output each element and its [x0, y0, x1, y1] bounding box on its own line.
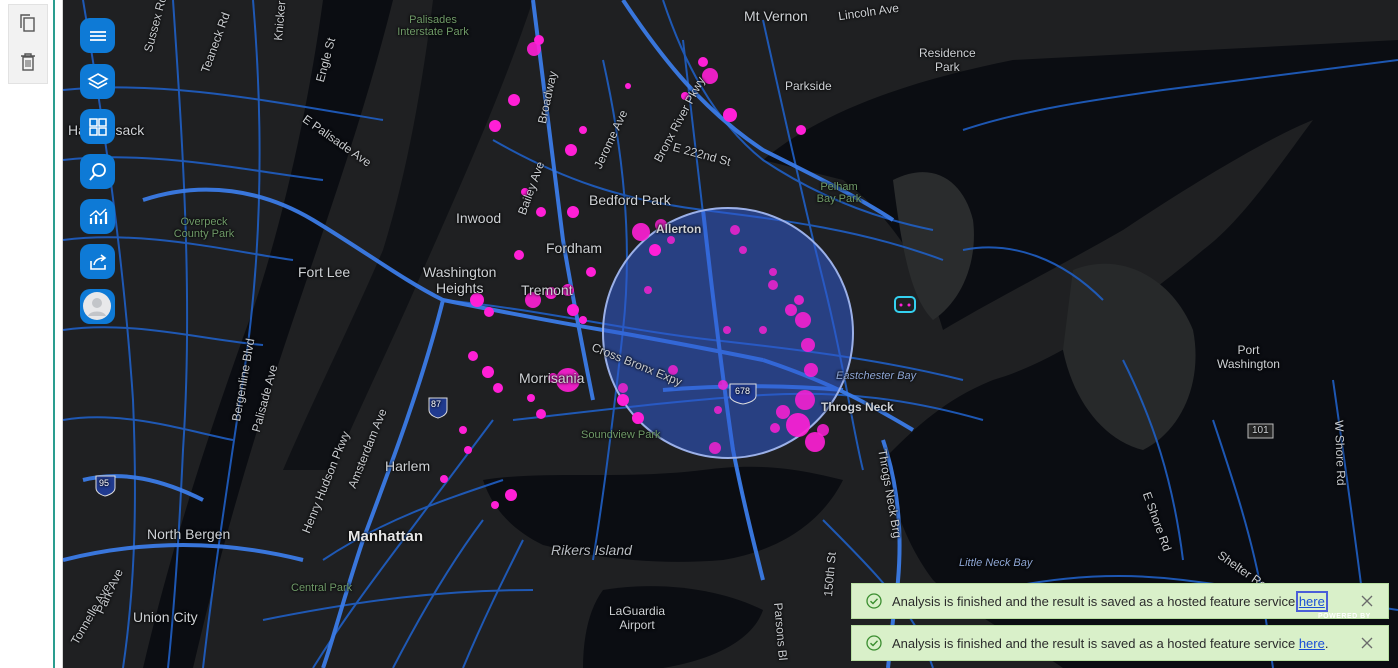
label-little-neck-bay: Little Neck Bay	[959, 557, 1033, 569]
here-link[interactable]: here	[1298, 636, 1325, 651]
layers-icon	[87, 73, 109, 89]
close-icon[interactable]	[1360, 594, 1374, 608]
label-mt-vernon: Mt Vernon	[744, 8, 808, 24]
label-palisades: Palisades Interstate Park	[397, 14, 469, 38]
label-tremont: Tremont	[521, 282, 573, 298]
label-manhattan: Manhattan	[348, 528, 423, 545]
label-route-101: 101	[1252, 425, 1269, 436]
menu-icon	[90, 31, 106, 41]
basemap-gallery-button[interactable]	[80, 109, 115, 144]
label-port-washington: Port Washington	[1217, 343, 1280, 371]
success-check-icon	[866, 635, 882, 651]
copy-icon[interactable]	[17, 13, 39, 37]
user-button[interactable]	[80, 289, 115, 324]
label-fort-lee: Fort Lee	[298, 264, 351, 280]
share-button[interactable]	[80, 244, 115, 279]
label-union-city: Union City	[133, 609, 198, 625]
search-button[interactable]	[80, 154, 115, 189]
notification-2: Analysis is finished and the result is s…	[851, 625, 1389, 661]
panel-divider	[53, 0, 55, 668]
notification-1: Analysis is finished and the result is s…	[851, 583, 1389, 619]
basemap-gallery-icon	[89, 118, 107, 136]
layers-button[interactable]	[80, 64, 115, 99]
map-view[interactable]: Mt Vernon Lincoln Ave Palisades Intersta…	[63, 0, 1398, 668]
label-fordham: Fordham	[546, 240, 603, 256]
user-avatar-icon	[83, 292, 111, 320]
notification-message: Analysis is finished and the result is s…	[892, 591, 1329, 612]
label-rikers-island: Rikers Island	[551, 542, 632, 558]
label-route-678: 678	[735, 386, 751, 396]
menu-button[interactable]	[80, 18, 115, 53]
analysis-icon	[89, 208, 108, 224]
notification-message: Analysis is finished and the result is s…	[892, 636, 1329, 651]
label-washington-heights: Washington Heights	[423, 264, 497, 296]
label-overpeck: Overpeck County Park	[173, 216, 235, 240]
label-eastchester-bay: Eastchester Bay	[836, 370, 917, 382]
search-icon	[89, 163, 106, 181]
label-route-87: 87	[431, 399, 442, 409]
label-central-park: Central Park	[291, 582, 353, 594]
basemap	[63, 0, 1398, 668]
label-parkside: Parkside	[785, 79, 832, 93]
trash-icon[interactable]	[17, 51, 39, 75]
label-inwood: Inwood	[456, 210, 502, 226]
analysis-button[interactable]	[80, 199, 115, 234]
here-link[interactable]: here	[1295, 591, 1328, 612]
label-throgs-neck: Throgs Neck	[821, 400, 894, 414]
success-check-icon	[866, 593, 882, 609]
tool-group	[8, 4, 48, 84]
label-laguardia: LaGuardia Airport	[609, 604, 666, 632]
route-87-shield	[428, 397, 448, 419]
close-icon[interactable]	[1360, 636, 1374, 650]
label-allerton: Allerton	[656, 222, 702, 236]
label-w-shore-rd: W Shore Rd	[1332, 420, 1349, 486]
label-harlem: Harlem	[385, 458, 431, 474]
left-panel	[0, 0, 63, 668]
label-morrisania: Morrisania	[519, 370, 585, 386]
label-route-95: 95	[99, 478, 110, 488]
label-bedford-park: Bedford Park	[589, 192, 671, 208]
powered-by-label: POWERED BY	[1318, 613, 1371, 620]
label-north-bergen: North Bergen	[147, 526, 231, 542]
label-residence-park: Residence Park	[919, 46, 976, 74]
label-pelham-bay-park: Pelham Bay Park	[816, 181, 862, 205]
label-soundview-park: Soundview Park	[581, 429, 661, 441]
share-icon	[90, 254, 107, 270]
